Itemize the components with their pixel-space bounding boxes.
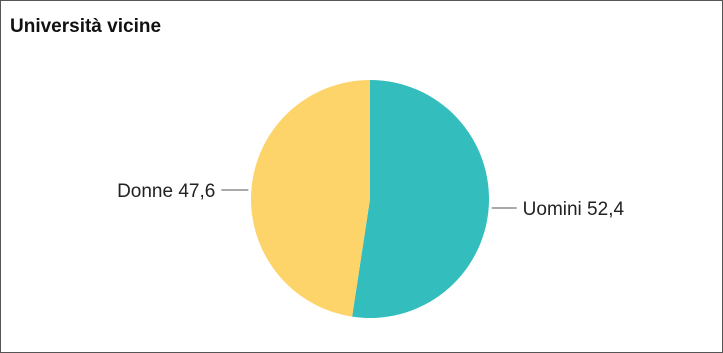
- pie-slice-uomini[interactable]: [352, 80, 489, 318]
- slice-label-uomini: Uomini 52,4: [523, 199, 625, 220]
- slice-label-donne: Donne 47,6: [117, 181, 215, 202]
- pie-slice-donne[interactable]: [250, 80, 370, 317]
- chart-title: Università vicine: [10, 16, 162, 37]
